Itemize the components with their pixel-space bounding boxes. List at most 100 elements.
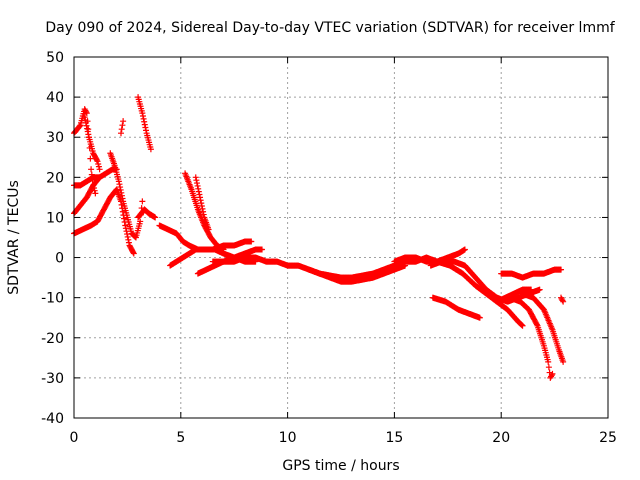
data-point (119, 195, 126, 202)
chart-title: Day 090 of 2024, Sidereal Day-to-day VTE… (45, 20, 615, 36)
data-point (76, 122, 83, 129)
data-point (139, 198, 146, 205)
data-point (533, 321, 540, 328)
data-point (83, 108, 90, 115)
data-point (195, 185, 202, 192)
data-point (119, 208, 126, 215)
data-point (200, 208, 207, 215)
data-point (548, 372, 555, 379)
data-point (83, 122, 90, 129)
data-point (461, 246, 468, 253)
data-point (141, 121, 148, 128)
y-tick-label: 50 (46, 50, 64, 66)
y-tick-label: 20 (46, 170, 64, 186)
y-tick-label: 40 (46, 90, 64, 106)
data-point (95, 160, 102, 167)
data-point (147, 146, 154, 153)
y-tick-label: -40 (41, 411, 64, 427)
data-point (121, 215, 128, 222)
data-point (96, 174, 103, 181)
data-point (193, 180, 200, 187)
data-point (558, 266, 565, 273)
data-point (130, 249, 137, 256)
x-tick-label: 25 (599, 430, 617, 446)
data-point (198, 200, 205, 207)
y-tick-label: 0 (55, 251, 64, 267)
series-arc-02 (71, 186, 137, 257)
data-point (141, 118, 148, 125)
x-tick-label: 0 (70, 430, 79, 446)
data-point (197, 194, 204, 201)
data-point (92, 190, 99, 197)
data-point (137, 218, 144, 225)
data-point (205, 226, 212, 233)
series-arc-20 (429, 294, 483, 321)
data-point (248, 238, 255, 245)
data-point (118, 192, 125, 199)
series-arc-03 (71, 166, 120, 217)
data-point (125, 236, 132, 243)
data-point (117, 130, 124, 137)
data-point (117, 184, 124, 191)
data-point (130, 250, 137, 257)
data-point (116, 181, 123, 188)
data-point (152, 214, 159, 221)
plot-frame (73, 56, 609, 419)
data-point (124, 233, 131, 240)
data-point (95, 163, 102, 170)
y-tick-label: -30 (41, 371, 64, 387)
data-point (139, 113, 146, 120)
data-point (560, 298, 567, 305)
data-point (528, 286, 535, 293)
data-point (193, 177, 200, 184)
series-arc-05 (81, 114, 103, 173)
data-point (199, 205, 206, 212)
data-point (82, 117, 89, 124)
data-point (119, 122, 126, 129)
y-tick-label: 10 (46, 210, 64, 226)
data-point (88, 166, 95, 173)
data-point (200, 211, 207, 218)
series-arc-08 (135, 94, 154, 153)
data-point (195, 188, 202, 195)
series-arc-16 (305, 262, 409, 285)
data-point (545, 358, 552, 365)
x-tick-label: 15 (385, 430, 403, 446)
data-point (93, 157, 100, 164)
series-arc-25 (558, 294, 567, 305)
data-point (258, 246, 265, 253)
x-tick-label: 5 (176, 430, 185, 446)
data-point (81, 114, 88, 121)
series-arc-24 (485, 286, 535, 305)
series-arc-22 (519, 290, 567, 365)
series-arc-13 (167, 238, 255, 269)
data-point (196, 191, 203, 198)
data-point (83, 110, 90, 117)
ticks: 0 5 10 15 20 25 -40 -30 -20 -10 0 10 20 30 40 50 (41, 50, 617, 446)
data-point (536, 286, 543, 293)
data-point (84, 125, 91, 132)
data-point (85, 131, 92, 138)
series-arc-06 (107, 150, 146, 241)
data-point (120, 118, 127, 125)
data-point (519, 322, 526, 329)
data-point (560, 358, 567, 365)
data-point (142, 124, 149, 131)
data-point (115, 178, 122, 185)
data-point (94, 158, 101, 165)
data-point (402, 262, 409, 269)
data-point (118, 189, 125, 196)
data-point (198, 202, 205, 209)
x-tick-label: 20 (492, 430, 510, 446)
data-point (194, 182, 201, 189)
data-point (122, 222, 129, 229)
data-layer (71, 94, 567, 381)
y-tick-label: 30 (46, 130, 64, 146)
series-arc-12 (192, 174, 212, 233)
data-point (140, 115, 147, 122)
grid (74, 57, 608, 418)
series-arc-07 (117, 118, 127, 137)
data-point (559, 297, 566, 304)
data-point (545, 364, 552, 371)
